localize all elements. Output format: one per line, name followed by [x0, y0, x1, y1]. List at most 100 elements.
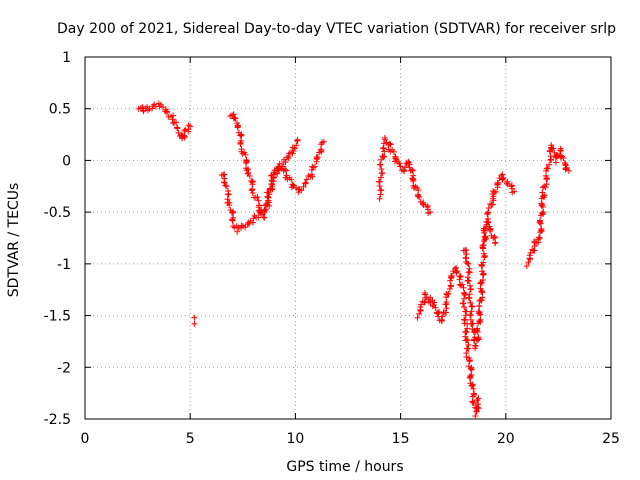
data-point: [231, 114, 238, 121]
data-point: [170, 112, 177, 119]
data-point: [249, 181, 256, 188]
data-point: [162, 106, 169, 113]
data-point: [550, 145, 557, 152]
data-point: [465, 269, 472, 276]
data-point: [487, 227, 494, 234]
data-point: [482, 225, 489, 232]
data-point: [409, 175, 416, 182]
data-point: [448, 272, 455, 279]
data-point: [476, 318, 483, 325]
data-point: [478, 288, 485, 295]
data-point: [479, 262, 486, 269]
data-point: [467, 312, 474, 319]
data-point: [221, 179, 228, 186]
data-point: [378, 156, 385, 163]
data-point: [282, 159, 289, 166]
data-point: [470, 399, 477, 406]
y-tick-label: 0.5: [49, 102, 71, 118]
data-point: [414, 314, 421, 321]
data-point: [500, 175, 507, 182]
data-point: [461, 304, 468, 311]
data-point: [421, 290, 428, 297]
data-point: [470, 390, 477, 397]
data-point: [170, 120, 177, 127]
data-point: [472, 413, 479, 420]
data-point: [479, 276, 486, 283]
data-point: [538, 225, 545, 232]
data-point: [181, 127, 188, 134]
data-point: [447, 282, 454, 289]
data-point: [266, 185, 273, 192]
data-point: [265, 189, 272, 196]
data-point: [416, 194, 423, 201]
data-point: [169, 116, 176, 123]
data-point: [476, 303, 483, 310]
data-point: [293, 142, 300, 149]
data-point: [464, 325, 471, 332]
data-point: [254, 194, 261, 201]
data-point: [494, 181, 501, 188]
data-point: [246, 172, 253, 179]
data-point: [557, 147, 564, 154]
data-point: [395, 159, 402, 166]
data-point: [445, 290, 452, 297]
data-point: [288, 176, 295, 183]
data-point: [543, 181, 550, 188]
y-tick-label: -1.5: [44, 309, 71, 325]
data-point: [259, 211, 266, 218]
data-point: [479, 242, 486, 249]
data-point: [282, 166, 289, 173]
data-point: [471, 391, 478, 398]
data-point: [478, 280, 485, 287]
data-point: [432, 304, 439, 311]
data-point: [264, 201, 271, 208]
data-point: [544, 165, 551, 172]
data-point: [466, 375, 473, 382]
data-point: [242, 151, 249, 158]
data-point: [477, 280, 484, 287]
data-point: [242, 224, 249, 231]
data-point: [478, 297, 485, 304]
data-point: [377, 174, 384, 181]
data-point: [541, 192, 548, 199]
data-point: [378, 166, 385, 173]
data-point: [468, 366, 475, 373]
data-point: [275, 164, 282, 171]
data-point: [466, 295, 473, 302]
data-point: [265, 197, 272, 204]
data-point: [298, 187, 305, 194]
y-tick-label: 1: [62, 50, 71, 66]
data-point: [480, 250, 487, 257]
points-layer: [135, 100, 572, 420]
y-tick-label: -1: [57, 257, 71, 273]
data-point: [381, 148, 388, 155]
data-point: [490, 188, 497, 195]
data-point: [565, 167, 572, 174]
x-tick-label: 25: [602, 431, 620, 447]
x-tick-label: 5: [186, 431, 195, 447]
data-point: [477, 316, 484, 323]
data-point: [380, 140, 387, 147]
data-point: [535, 234, 542, 241]
data-point: [386, 140, 393, 147]
data-point: [223, 183, 230, 190]
data-point: [511, 188, 518, 195]
plot-frame: [84, 56, 612, 420]
data-point: [465, 260, 472, 267]
data-point: [457, 282, 464, 289]
data-point: [463, 354, 470, 361]
data-point: [547, 153, 554, 160]
data-point: [484, 210, 491, 217]
grid-layer: [85, 57, 611, 419]
data-point: [489, 201, 496, 208]
data-point: [481, 234, 488, 241]
data-point: [454, 268, 461, 275]
data-point: [438, 317, 445, 324]
data-point: [457, 274, 464, 281]
data-point: [390, 148, 397, 155]
data-point: [443, 309, 450, 316]
data-point: [311, 163, 318, 170]
data-point: [484, 219, 491, 226]
data-point: [480, 259, 487, 266]
